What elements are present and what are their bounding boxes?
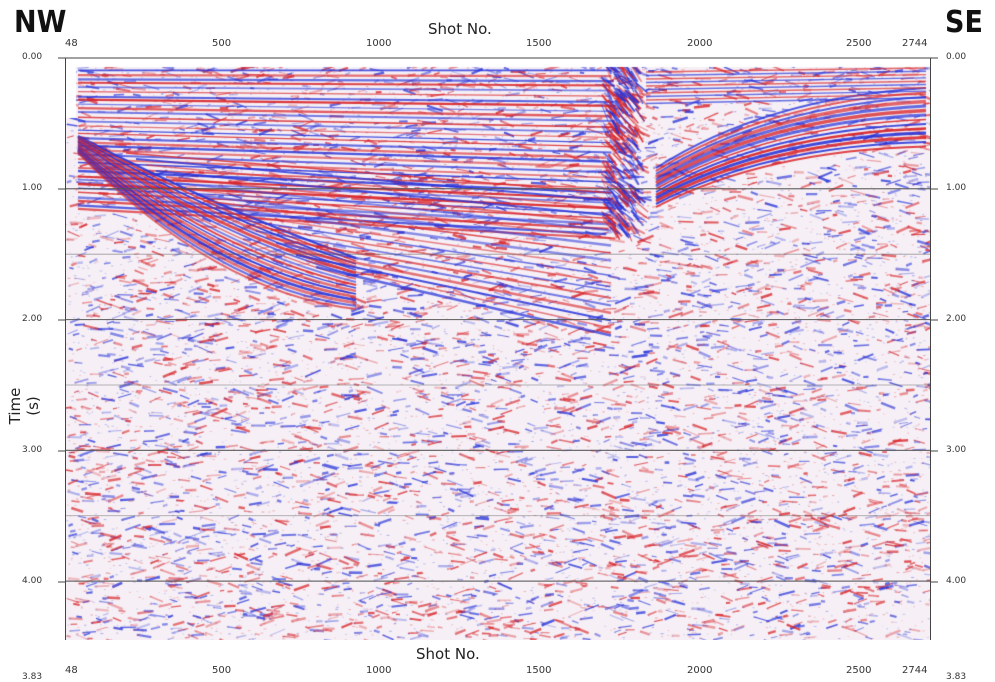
left-tick-4: 4.00 [22, 576, 43, 586]
left-tick-1: 1.00 [22, 183, 43, 193]
left-tick-3: 3.00 [22, 445, 43, 455]
se-direction-label: SE [945, 5, 983, 40]
top-tick-2500: 2500 [846, 38, 872, 49]
y-axis-title: Time (s) [6, 387, 42, 425]
bottom-axis-title: Shot No. [416, 645, 480, 663]
top-tick-48: 48 [65, 38, 78, 49]
nw-direction-label: NW [14, 5, 67, 40]
top-tick-1500: 1500 [526, 38, 552, 49]
bottom-tick-2000: 2000 [687, 665, 713, 676]
left-tick-0: 0.00 [22, 52, 43, 62]
bottom-tick-2500: 2500 [846, 665, 872, 676]
top-axis-title: Shot No. [428, 20, 492, 38]
time-gridlines [66, 188, 930, 582]
right-tick-3: 3.00 [946, 445, 967, 455]
right-tick-1: 1.00 [946, 183, 967, 193]
bottom-tick-500: 500 [212, 665, 232, 676]
bottom-left-corner-label: 3.83 [22, 672, 43, 682]
top-tick-500: 500 [212, 38, 232, 49]
bottom-tick-48: 48 [65, 665, 78, 676]
right-tick-4: 4.00 [946, 576, 967, 586]
top-tick-2000: 2000 [687, 38, 713, 49]
bottom-tick-1000: 1000 [366, 665, 392, 676]
seismic-amplitude-image [66, 58, 930, 640]
top-tick-1000: 1000 [366, 38, 392, 49]
seismic-section-plot [65, 58, 931, 640]
bottom-tick-1500: 1500 [526, 665, 552, 676]
right-tick-0: 0.00 [946, 52, 967, 62]
top-tick-2744: 2744 [902, 38, 928, 49]
right-tick-2: 2.00 [946, 314, 967, 324]
left-tick-2: 2.00 [22, 314, 43, 324]
bottom-tick-2744: 2744 [902, 665, 928, 676]
bottom-right-corner-label: 3.83 [946, 672, 967, 682]
